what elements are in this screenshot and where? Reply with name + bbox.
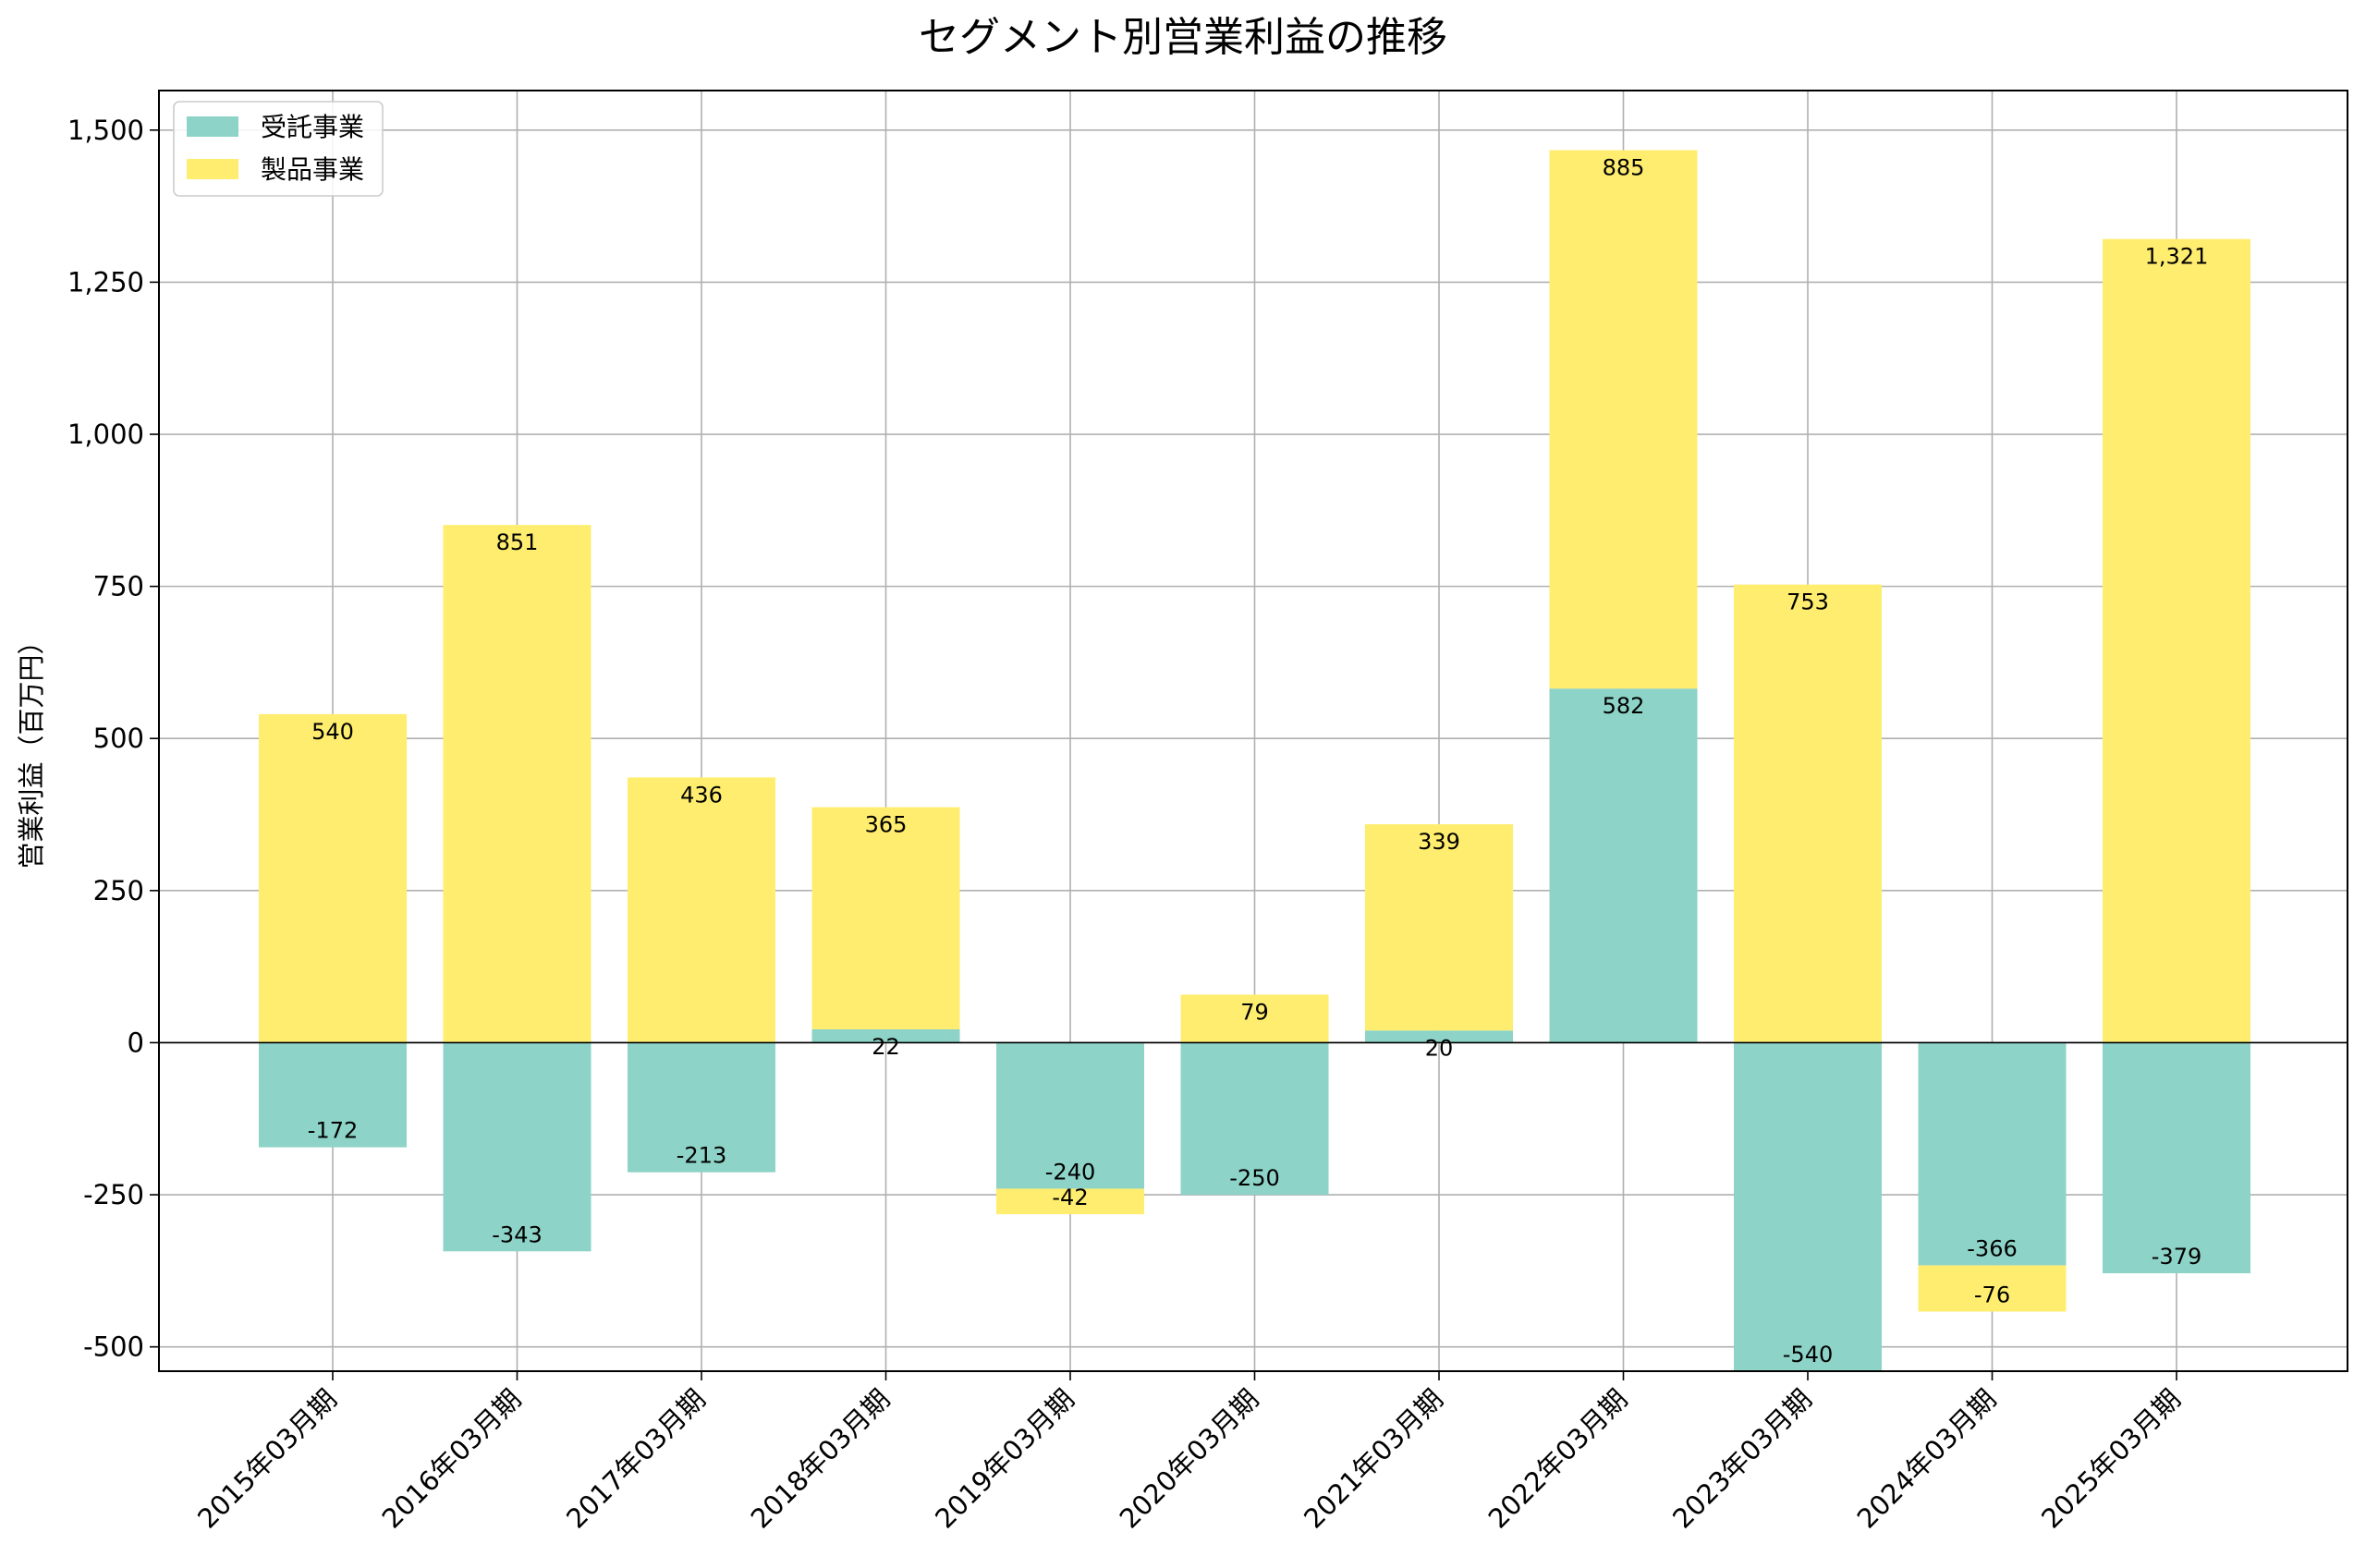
data-labels: -172 -343 -213 22 -240 -250 20 582 -540 -366 -379 5…	[308, 155, 2209, 1367]
y-tick-label: -500	[83, 1331, 144, 1363]
x-tick-label: 2017年03月期	[560, 1383, 712, 1535]
bar-0-1	[443, 1042, 592, 1252]
data-label: 365	[865, 812, 908, 838]
y-tick-label: 500	[93, 723, 144, 754]
chart-title: セグメント別営業利益の推移	[919, 14, 1447, 61]
bar-1-3	[811, 807, 960, 1029]
x-tick-label: 2016年03月期	[376, 1383, 528, 1535]
data-label: 339	[1418, 829, 1460, 855]
bar-1-0	[259, 713, 407, 1043]
legend-label: 製品事業	[261, 154, 364, 185]
y-tick-label: 750	[93, 571, 144, 602]
data-label: -42	[1052, 1185, 1088, 1210]
data-label: 540	[311, 719, 354, 745]
bar-0-0	[259, 1042, 407, 1148]
bar-1-9	[1918, 1265, 2067, 1312]
legend-swatch-1	[187, 159, 238, 179]
data-label: -379	[2152, 1244, 2201, 1270]
data-label: -540	[1783, 1342, 1833, 1367]
legend-label: 受託事業	[261, 112, 364, 142]
x-tick-label: 2020年03月期	[1114, 1383, 1265, 1535]
data-label: -250	[1229, 1165, 1279, 1191]
data-label: -172	[308, 1118, 358, 1144]
data-label: 885	[1603, 155, 1645, 181]
x-tick-label: 2025年03月期	[2035, 1383, 2187, 1535]
bar-1-1	[443, 525, 592, 1043]
bar-0-5	[1180, 1042, 1329, 1196]
bar-0-6	[1365, 1030, 1513, 1043]
x-tick-label: 2024年03月期	[1851, 1383, 2003, 1535]
y-tick-label: 0	[128, 1027, 144, 1058]
bar-0-9	[1918, 1042, 2067, 1266]
y-axis-label: 営業利益（百万円）	[16, 627, 47, 869]
bar-1-6	[1365, 824, 1513, 1031]
data-label: 1,321	[2145, 244, 2209, 270]
data-label: 582	[1603, 693, 1645, 719]
y-tick-label: 1,250	[67, 266, 144, 298]
data-label: 851	[496, 529, 539, 555]
plot-frame	[158, 90, 2348, 1372]
legend-swatch-0	[187, 116, 238, 137]
bar-1-10	[2103, 238, 2250, 1043]
axes: -500 -250 0 250 500 750 1,000 1,250 1,500 2015年03…	[67, 90, 2348, 1535]
bar-0-3	[811, 1028, 960, 1043]
data-label: -213	[677, 1143, 726, 1169]
data-label: 79	[1240, 999, 1269, 1025]
data-label: -343	[492, 1222, 542, 1247]
y-tick-label: 1,000	[67, 419, 144, 450]
x-tick-label: 2015年03月期	[191, 1383, 343, 1535]
data-label: 753	[1787, 590, 1829, 615]
x-tick-label: 2022年03月期	[1482, 1383, 1634, 1535]
bar-1-8	[1734, 584, 1882, 1043]
bar-0-2	[628, 1042, 775, 1173]
bar-1-5	[1180, 994, 1329, 1043]
bar-1-4	[996, 1188, 1144, 1215]
bar-0-7	[1549, 688, 1698, 1043]
data-label: 436	[680, 782, 723, 808]
bar-1-2	[628, 777, 775, 1043]
y-tick-label: 1,500	[67, 115, 144, 146]
y-tick-label: -250	[83, 1179, 144, 1210]
data-label: -240	[1045, 1159, 1095, 1185]
data-label: 22	[872, 1034, 900, 1060]
x-tick-label: 2021年03月期	[1298, 1383, 1449, 1535]
bar-0-8	[1734, 1042, 1882, 1371]
x-tick-label: 2018年03月期	[745, 1383, 896, 1535]
bars	[259, 150, 2250, 1371]
bar-0-10	[2103, 1042, 2250, 1273]
bar-1-7	[1549, 150, 1698, 689]
x-tick-label: 2023年03月期	[1666, 1383, 1818, 1535]
x-tick-label: 2019年03月期	[929, 1383, 1080, 1535]
data-label: -366	[1967, 1235, 2017, 1261]
data-label: -76	[1974, 1282, 2010, 1307]
y-tick-label: 250	[93, 875, 144, 906]
bar-0-4	[996, 1042, 1144, 1189]
data-label: 20	[1425, 1035, 1454, 1061]
